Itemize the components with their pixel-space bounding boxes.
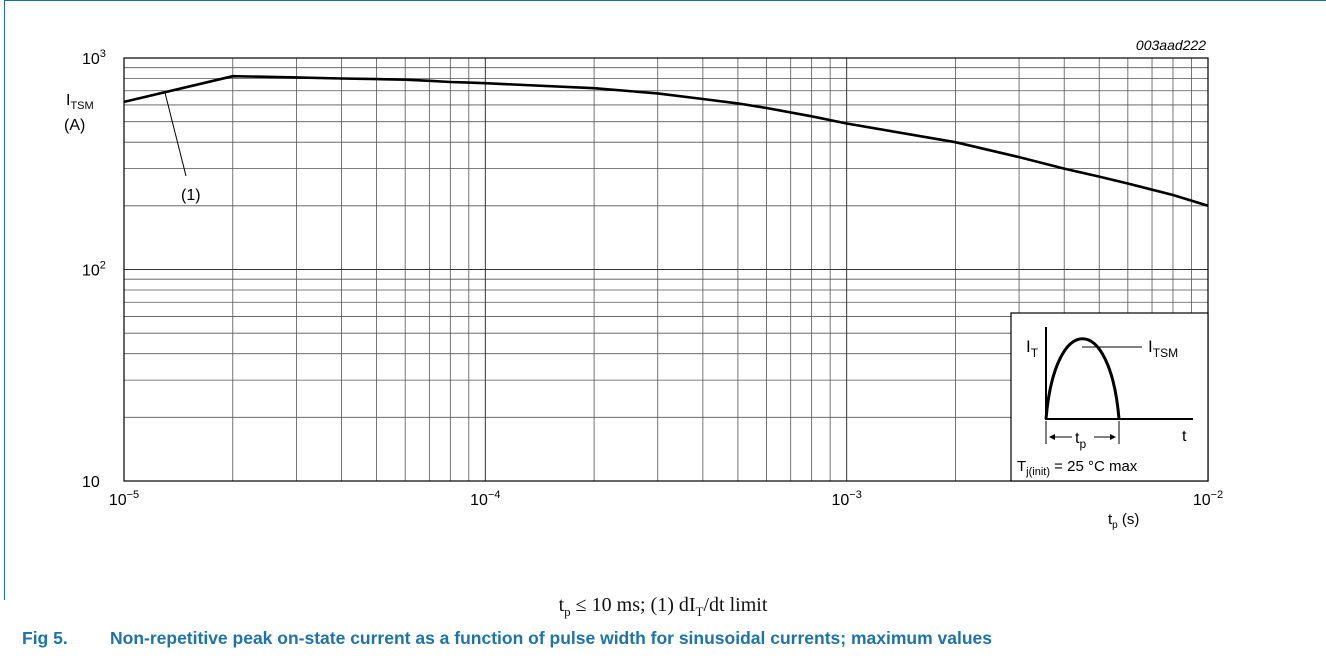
grid-major [124, 58, 1208, 481]
x-axis-label: tp (s) [1108, 511, 1139, 531]
note-tp: t [558, 594, 565, 616]
figure-caption-text: Non-repetitive peak on-state current as … [110, 628, 992, 648]
inset-tp-arrowhead-right [1110, 434, 1116, 440]
annotation-group: (1) [164, 93, 201, 204]
inset-label-t: t [1182, 428, 1187, 445]
x-tick-label: 10−2 [1193, 489, 1223, 509]
note-tp-sub: p [564, 604, 571, 619]
y-tick-label: 10 [82, 474, 100, 491]
x-tick-label: 10−5 [109, 489, 139, 509]
x-tick-label: 10−3 [831, 489, 861, 509]
figure-id: 003aad222 [1136, 37, 1206, 53]
inset-label-tj: Tj(init) = 25 °C max [1017, 458, 1138, 478]
chart-note: tp ≤ 10 ms; (1) dIT/dt limit [0, 594, 1326, 620]
y-axis-unit: (A) [64, 117, 85, 134]
y-tick-labels: 10 102 103 [82, 48, 106, 491]
page-frame-left [4, 0, 5, 600]
figure-number: Fig 5. [22, 628, 68, 648]
inset-pulse-curve [1044, 337, 1121, 420]
inset-label-tp: tp [1075, 430, 1086, 451]
series-group [123, 74, 1209, 208]
note-text1: ≤ 10 ms; (1) dI [570, 594, 696, 616]
note-text2: /dt limit [703, 594, 768, 616]
inset-label-itsm: ITSM [1148, 337, 1178, 360]
inset: IT ITSM t tp Tj(init) = 25 °C max [1010, 312, 1209, 482]
annotation-label: (1) [181, 187, 201, 204]
y-axis-label: ITSM [66, 92, 94, 112]
page-frame-top [4, 0, 1326, 1]
note-it-sub: T [695, 604, 704, 619]
annotation-leader-line [164, 93, 187, 177]
figure-caption: Fig 5. Non-repetitive peak on-state curre… [22, 628, 992, 649]
y-tick-label: 103 [82, 48, 106, 68]
inset-tp-arrowhead-left [1049, 434, 1055, 440]
x-tick-labels: 10−5 10−4 10−3 10−2 [109, 489, 1223, 509]
inset-label-it: IT [1026, 337, 1039, 360]
y-tick-label: 102 [82, 260, 106, 280]
x-tick-label: 10−4 [470, 489, 500, 509]
plot-border [123, 57, 1209, 482]
series-line-dI-dt-limit [123, 74, 1209, 208]
inset-box [1010, 312, 1209, 482]
